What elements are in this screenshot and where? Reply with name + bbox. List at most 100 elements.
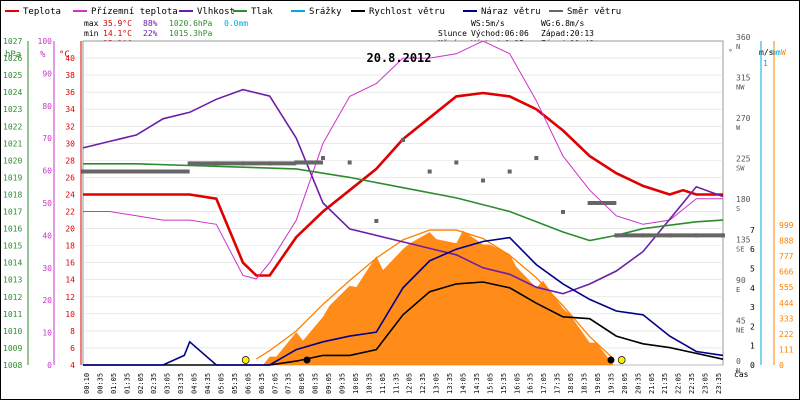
hpa-tick-label: 1017 <box>3 208 22 217</box>
solar-tick-label: 555 <box>779 283 794 292</box>
rain-axis-unit: mm <box>771 48 781 57</box>
time-tick-label: 00:10 <box>83 373 91 394</box>
wind-direction-point <box>427 169 432 174</box>
direction-tick-dir: W <box>736 124 741 132</box>
stats-press: 1020.6hPa <box>169 19 213 28</box>
time-tick-label: 08:35 <box>312 373 320 394</box>
time-tick-label: 01:05 <box>110 373 118 394</box>
percent-tick-label: 40 <box>42 231 52 240</box>
time-tick-label: 19:35 <box>607 373 615 394</box>
celsius-tick-label: 8 <box>70 327 75 336</box>
percent-tick-label: 30 <box>42 264 52 273</box>
direction-tick-dir: NE <box>736 327 744 335</box>
time-axis-unit: čas <box>734 369 749 379</box>
moonset-marker <box>607 356 615 364</box>
stats-hum: 88% <box>143 19 158 28</box>
celsius-tick-label: 32 <box>65 122 75 131</box>
percent-tick-label: 90 <box>42 69 52 78</box>
time-tick-label: 18:05 <box>567 373 575 394</box>
direction-tick-deg: 180 <box>736 195 751 204</box>
celsius-tick-label: 12 <box>65 293 75 302</box>
hpa-tick-label: 1015 <box>3 242 22 251</box>
wind-direction-point <box>721 233 725 238</box>
wind-direction-point <box>561 210 565 214</box>
moonrise-marker <box>303 356 311 364</box>
wind-speed-tick-label: 1 <box>750 342 755 351</box>
time-tick-label: 04:35 <box>204 373 212 394</box>
time-tick-label: 17:05 <box>540 373 548 394</box>
hpa-tick-label: 1022 <box>3 122 22 131</box>
stats-sun-label: Slunce <box>438 29 467 38</box>
time-tick-label: 03:35 <box>177 373 185 394</box>
direction-tick-deg: 90 <box>736 276 746 285</box>
series-line-teplota <box>83 91 723 277</box>
solar-outline <box>255 229 615 360</box>
direction-tick-dir: E <box>736 286 740 294</box>
wind-direction-point <box>454 160 459 165</box>
percent-tick-label: 70 <box>42 134 52 143</box>
celsius-tick-label: 6 <box>70 344 75 353</box>
stats-label: max <box>84 19 99 28</box>
wind-direction-point <box>321 156 325 160</box>
sunrise-marker <box>241 356 250 364</box>
wind-speed-tick-label: 3 <box>750 303 755 312</box>
percent-tick-label: 60 <box>42 167 52 176</box>
hpa-tick-label: 1010 <box>3 327 22 336</box>
celsius-tick-label: 26 <box>65 173 75 182</box>
series-line-vlhkost <box>82 88 724 295</box>
hpa-tick-label: 1025 <box>3 71 22 80</box>
wind-direction-point <box>507 169 512 174</box>
time-tick-label: 07:35 <box>285 373 293 394</box>
solar-tick-label: 999 <box>779 221 794 230</box>
time-tick-label: 02:35 <box>150 373 158 394</box>
time-tick-label: 09:05 <box>325 373 333 394</box>
time-tick-label: 07:05 <box>271 373 279 394</box>
time-tick-label: 20:35 <box>634 373 642 394</box>
celsius-tick-label: 36 <box>65 88 75 97</box>
series-line-rychlost-v-tru <box>83 281 724 366</box>
wind-direction-point <box>401 138 405 142</box>
wind-speed-tick-label: 5 <box>750 265 755 274</box>
direction-tick-deg: 225 <box>736 155 751 164</box>
time-tick-label: 16:05 <box>513 373 521 394</box>
time-tick-label: 11:35 <box>392 373 400 394</box>
time-tick-label: 18:35 <box>581 373 589 394</box>
stats-wg: WG:6.8m/s <box>541 19 585 28</box>
percent-tick-label: 20 <box>42 296 52 305</box>
wind-direction-point <box>374 219 379 223</box>
time-tick-label: 01:35 <box>123 373 131 394</box>
direction-tick-dir: SE <box>736 246 744 254</box>
time-tick-label: 10:35 <box>365 373 373 394</box>
hpa-tick-label: 1016 <box>3 225 22 234</box>
time-tick-label: 22:35 <box>688 373 696 394</box>
hpa-tick-label: 1021 <box>3 139 22 148</box>
stats-temp: 35.9°C <box>103 19 132 28</box>
hpa-tick-label: 1018 <box>3 190 22 199</box>
direction-tick-dir: N <box>736 43 740 51</box>
time-tick-label: 11:05 <box>379 373 387 394</box>
direction-tick-deg: 270 <box>736 114 751 123</box>
direction-tick-deg: 360 <box>736 33 751 42</box>
solar-tick-label: 666 <box>779 268 794 277</box>
celsius-tick-label: 30 <box>65 139 75 148</box>
direction-tick-deg: 315 <box>736 74 751 83</box>
celsius-axis-unit: °C <box>59 50 70 60</box>
time-tick-label: 08:05 <box>298 373 306 394</box>
time-tick-label: 12:35 <box>419 373 427 394</box>
series-line-p-zemn-teplota <box>83 40 723 280</box>
hpa-tick-label: 1013 <box>3 276 22 285</box>
time-tick-label: 14:35 <box>473 373 481 394</box>
time-tick-label: 02:05 <box>137 373 145 394</box>
time-tick-label: 23:35 <box>715 373 723 394</box>
percent-tick-label: 10 <box>42 329 52 338</box>
legend: Teplota Přízemní teplota Vlhkost Tlak Srážky… <box>5 7 621 17</box>
percent-tick-label: 0 <box>47 361 52 370</box>
wind-speed-axis-unit: m/s <box>759 48 774 57</box>
time-tick-label: 05:05 <box>217 373 225 394</box>
percent-tick-label: 80 <box>42 102 52 111</box>
stats-press: 1015.3hPa <box>169 29 213 38</box>
legend-label: Srážky <box>309 7 342 17</box>
time-tick-label: 14:05 <box>460 373 468 394</box>
legend-label: Náraz větru <box>481 7 541 17</box>
